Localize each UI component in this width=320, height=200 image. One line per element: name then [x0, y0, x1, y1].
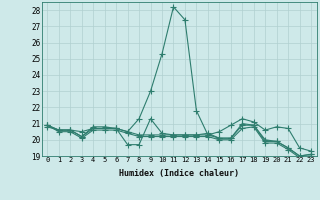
- X-axis label: Humidex (Indice chaleur): Humidex (Indice chaleur): [119, 169, 239, 178]
